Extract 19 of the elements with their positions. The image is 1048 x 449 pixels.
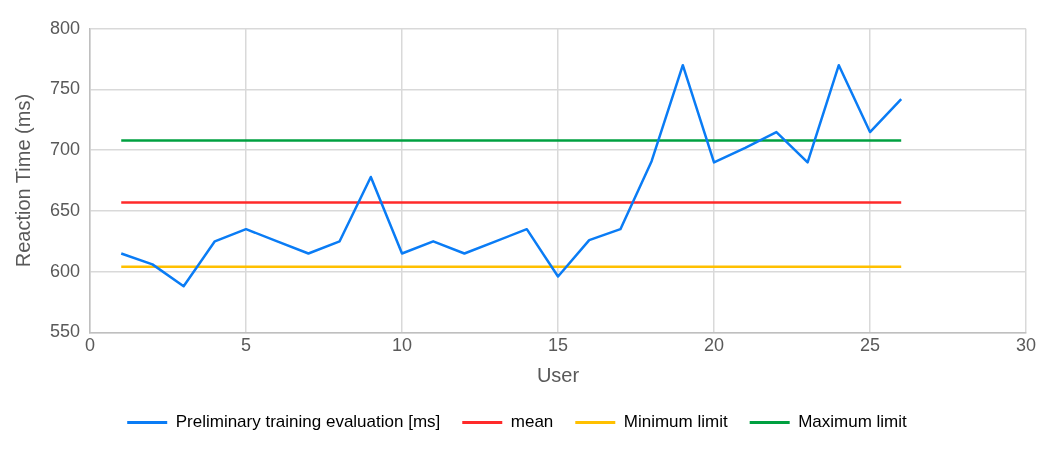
x-tick-label: 30: [1015, 335, 1037, 356]
x-tick-label: 5: [241, 335, 252, 356]
x-tick-label: 10: [392, 335, 413, 356]
x-tick-label: 20: [704, 335, 725, 356]
legend-label: mean: [510, 412, 554, 432]
legend-label: Preliminary training evaluation [ms]: [175, 412, 441, 432]
y-tick-label: 750: [49, 78, 81, 99]
x-tick-label: 25: [859, 335, 881, 356]
x-tick-label: 0: [85, 335, 96, 356]
y-tick-label: 800: [49, 17, 81, 38]
y-tick-label: 700: [49, 139, 81, 160]
legend-label: Maximum limit: [798, 412, 908, 432]
y-tick-label: 650: [49, 199, 81, 220]
legend-label: Minimum limit: [623, 412, 728, 432]
x-tick-label: 15: [548, 335, 569, 356]
y-axis-title: Reaction Time (ms): [11, 93, 34, 268]
y-tick-label: 600: [49, 260, 81, 281]
y-tick-label: 550: [49, 321, 81, 342]
x-axis-title: User: [536, 363, 580, 386]
